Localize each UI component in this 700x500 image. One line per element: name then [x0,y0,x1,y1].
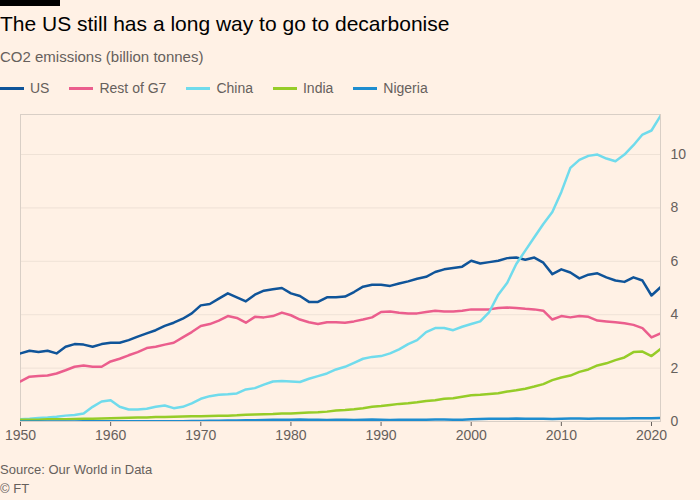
html-text:US: US [30,80,50,96]
svg-text:1980: 1980 [275,427,306,443]
html-text:Rest of G7: Rest of G7 [99,80,167,96]
svg-text:2: 2 [671,360,679,376]
svg-text:2020: 2020 [636,427,667,443]
svg-text:1950: 1950 [5,427,36,443]
html-text:Source: Our World in Data: Source: Our World in Data [0,462,153,477]
html-text:The US still has a long way to: The US still has a long way to go to dec… [0,12,450,35]
svg-text:1970: 1970 [185,427,216,443]
svg-text:2010: 2010 [546,427,577,443]
svg-text:1990: 1990 [365,427,396,443]
svg-text:6: 6 [671,253,679,269]
svg-text:1960: 1960 [95,427,126,443]
html-text:CO2 emissions (billion tonnes): CO2 emissions (billion tonnes) [0,48,204,65]
html-text:Nigeria: Nigeria [383,80,428,96]
html-text:China: China [216,80,253,96]
html-text:India: India [303,80,334,96]
html-text:© FT: © FT [0,481,30,496]
svg-text:8: 8 [671,199,679,215]
svg-text:0: 0 [671,413,679,429]
svg-text:10: 10 [671,146,687,162]
svg-text:2000: 2000 [456,427,487,443]
svg-text:4: 4 [671,306,679,322]
